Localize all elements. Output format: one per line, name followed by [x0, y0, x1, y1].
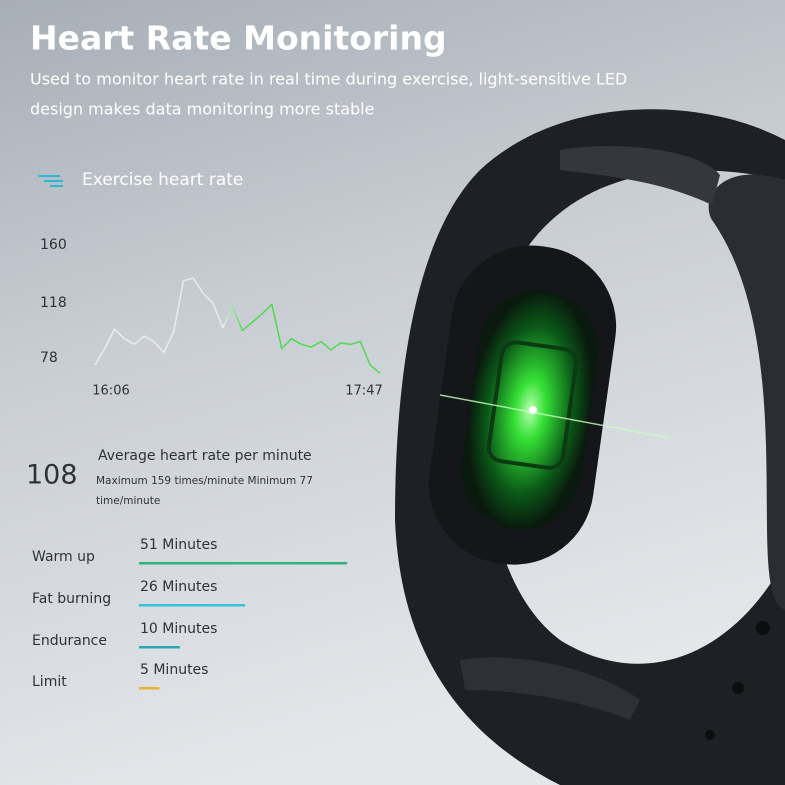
zone-name: Endurance — [32, 633, 107, 649]
watch-illustration — [395, 109, 785, 785]
heart-rate-line — [94, 277, 381, 374]
y-tick-label: 78 — [40, 350, 58, 366]
zone-value-label: 5 Minutes — [140, 662, 208, 678]
title: Heart Rate Monitoring — [30, 19, 447, 58]
x-tick-label: 17:47 — [345, 384, 382, 399]
legend-label: Exercise heart rate — [82, 170, 243, 190]
zone-value-label: 10 Minutes — [140, 621, 217, 637]
y-tick-label: 160 — [40, 237, 67, 253]
average-detail: Maximum 159 times/minute Minimum 77 — [96, 475, 313, 487]
x-tick-label: 16:06 — [92, 384, 129, 399]
y-tick-label: 118 — [40, 295, 67, 311]
subtitle: design makes data monitoring more stable — [30, 100, 374, 119]
zone-value-label: 51 Minutes — [140, 537, 217, 553]
legend-icon — [38, 175, 63, 187]
subtitle: Used to monitor heart rate in real time … — [30, 70, 627, 89]
zone-name: Fat burning — [32, 591, 111, 607]
average-label: Average heart rate per minute — [98, 448, 312, 464]
zone-bar — [139, 687, 160, 690]
average-detail: time/minute — [96, 495, 160, 507]
zone-value-label: 26 Minutes — [140, 579, 217, 595]
zone-bar — [139, 646, 180, 649]
zone-bar — [139, 604, 246, 607]
zone-name: Warm up — [32, 549, 95, 565]
zone-name: Limit — [32, 674, 67, 690]
zone-bar — [139, 562, 348, 565]
average-value: 108 — [26, 460, 78, 491]
